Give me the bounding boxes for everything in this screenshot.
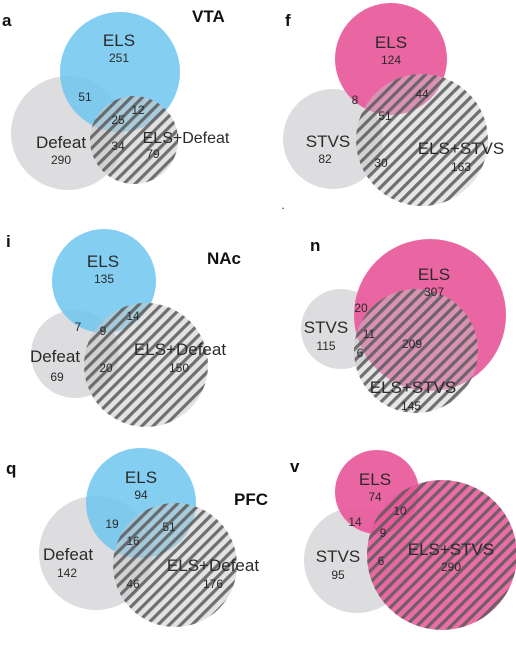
venn-panel-f: f ELS 124 STVS 82 ELS+STVS 163 8 44 30 5… (281, 3, 504, 212)
els-defeat-count: 7 (75, 320, 82, 334)
els-label: ELS (359, 470, 391, 489)
all-three-count: 9 (380, 526, 387, 540)
els-defeat-combo-hatch (90, 96, 178, 184)
venn-panel-i: i NAc ELS 135 Defeat 69 ELS+Defeat 150 7… (6, 229, 241, 427)
els-defeat-count: 51 (78, 90, 92, 104)
combo-label: ELS+STVS (418, 139, 504, 158)
all-three-count: 25 (111, 113, 125, 127)
region-title-pfc: PFC (234, 490, 268, 509)
defeat-label: Defeat (36, 133, 86, 152)
els-defeat-combo-hatch (113, 503, 237, 627)
combo-only-count: 79 (146, 147, 160, 161)
venn-panel-q: q PFC ELS 94 Defeat 142 ELS+Defeat 176 1… (6, 448, 268, 627)
combo-label: ELS+Defeat (134, 340, 226, 359)
els-combo-count: 12 (131, 103, 145, 117)
stvs-combo-count: 6 (378, 554, 385, 568)
defeat-label: Defeat (43, 545, 93, 564)
panel-letter-a: a (2, 11, 12, 30)
panel-letter-v: v (290, 457, 300, 476)
combo-only-count: 145 (401, 399, 421, 413)
els-stvs-count: 8 (352, 93, 359, 107)
defeat-only-count: 142 (57, 566, 77, 580)
combo-only-count: 176 (203, 577, 223, 591)
combo-only-count: 150 (169, 361, 189, 375)
combo-label: ELS+Defeat (143, 130, 230, 147)
els-stvs-count: 20 (354, 301, 368, 315)
stvs-only-count: 95 (331, 568, 345, 582)
els-combo-count: 44 (415, 87, 429, 101)
defeat-combo-count: 34 (111, 139, 125, 153)
panel-letter-i: i (6, 232, 11, 251)
els-stvs-combo-hatch (354, 289, 478, 413)
els-label: ELS (418, 265, 450, 284)
panel-letter-f: f (285, 11, 291, 30)
combo-label: ELS+Defeat (167, 556, 259, 575)
defeat-combo-count: 46 (126, 577, 140, 591)
all-three-count: 11 (363, 327, 376, 341)
defeat-label: Defeat (30, 347, 80, 366)
panel-letter-q: q (6, 459, 16, 478)
els-label: ELS (87, 252, 119, 271)
panel-letter-n: n (310, 236, 320, 255)
els-only-count: 251 (109, 51, 129, 65)
els-stvs-combo-hatch (356, 74, 488, 206)
stvs-label: STVS (306, 132, 350, 151)
all-three-count: 16 (126, 534, 140, 548)
combo-label: ELS+STVS (370, 378, 456, 397)
els-combo-count: 10 (393, 504, 407, 518)
els-defeat-count: 19 (105, 517, 119, 531)
els-only-count: 74 (368, 490, 382, 504)
els-only-count: 135 (94, 272, 114, 286)
region-title-nac: NAc (207, 249, 241, 268)
defeat-only-count: 69 (50, 370, 64, 384)
defeat-combo-count: 20 (99, 361, 113, 375)
els-label: ELS (375, 33, 407, 52)
els-stvs-count: 14 (348, 515, 362, 529)
els-combo-count: 51 (162, 520, 176, 534)
els-label: ELS (103, 31, 135, 50)
els-defeat-combo-hatch (84, 303, 208, 427)
els-label: ELS (125, 468, 157, 487)
stvs-circle (283, 89, 383, 189)
defeat-only-count: 290 (51, 153, 71, 167)
all-three-count: 51 (378, 109, 392, 123)
combo-label: ELS+STVS (408, 540, 494, 559)
stvs-only-count: 82 (318, 152, 332, 166)
combo-only-count: 163 (451, 160, 471, 174)
stvs-label: STVS (304, 318, 348, 337)
stvs-only-count: 115 (316, 339, 335, 353)
venn-panel-n: n ELS 307 STVS 115 ELS+STVS 145 20 209 6… (301, 236, 506, 413)
stvs-combo-count: 6 (357, 346, 364, 360)
venn-panel-a: a VTA ELS 251 Defeat 290 ELS+Defeat 79 5… (2, 7, 230, 190)
els-combo-count: 209 (402, 337, 422, 351)
els-only-count: 94 (134, 488, 148, 502)
venn-panel-v: v ELS 74 STVS 95 ELS+STVS 290 14 10 6 9 (290, 450, 516, 630)
els-combo-count: 14 (126, 309, 140, 323)
stray-dot: . (281, 198, 284, 212)
region-title-vta: VTA (192, 7, 225, 26)
all-three-count: 9 (100, 324, 107, 338)
els-stvs-combo-hatch (367, 480, 516, 630)
combo-only-count: 290 (441, 560, 461, 574)
stvs-label: STVS (316, 547, 360, 566)
els-only-count: 124 (381, 53, 401, 67)
stvs-combo-count: 30 (374, 156, 388, 170)
els-only-count: 307 (424, 285, 444, 299)
